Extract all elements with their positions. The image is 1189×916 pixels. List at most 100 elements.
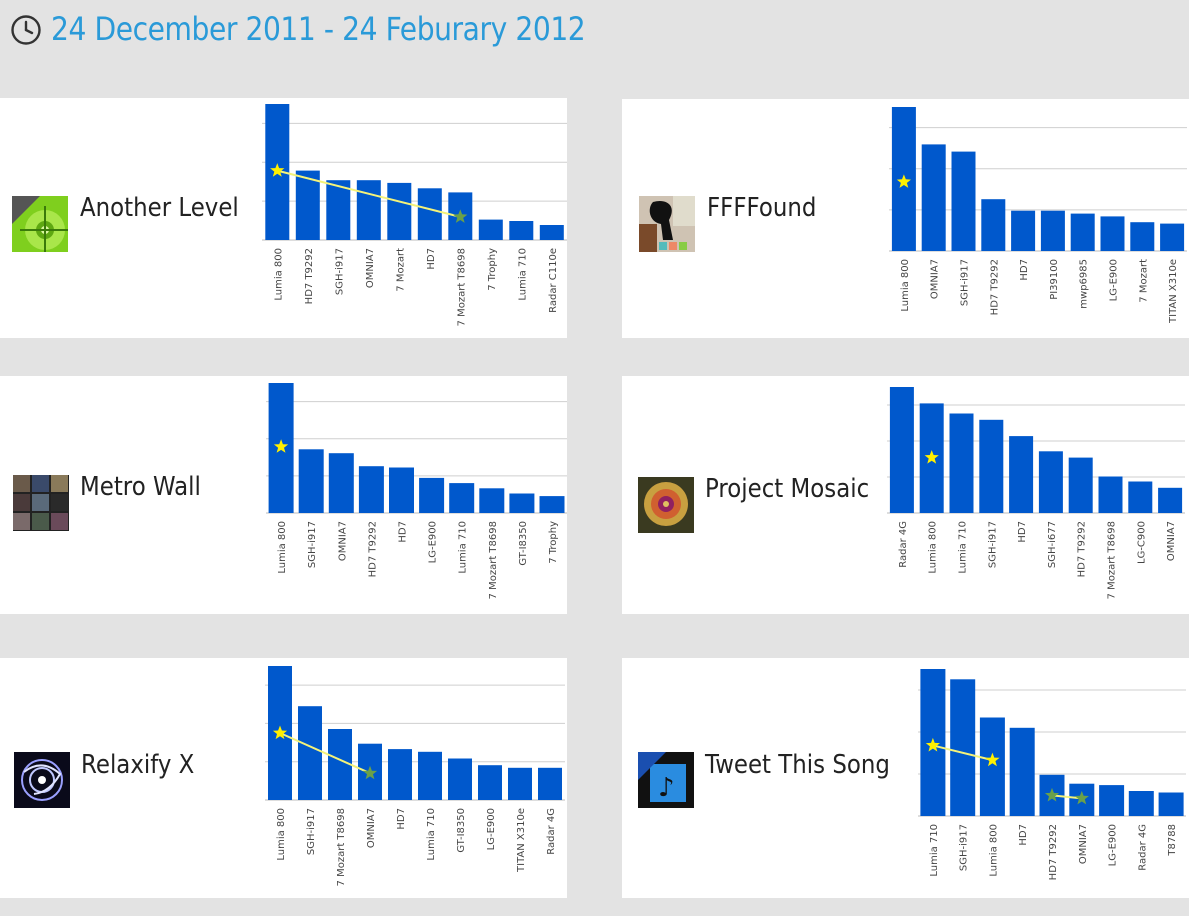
bar-chart: Lumia 800 SGH-i917 OMNIA7 HD7 T9292 HD7 LG-E9… [266, 383, 567, 599]
bar [418, 751, 442, 800]
bar [1011, 210, 1036, 251]
rank-star-marker [896, 174, 911, 188]
x-tick-label: 7 Mozart T8698 [456, 248, 467, 326]
x-tick-label: Lumia 710 [426, 808, 437, 861]
x-tick-label: SGH-i917 [960, 259, 971, 306]
app-name: Another Level [80, 193, 239, 223]
bar [981, 199, 1006, 251]
trend-line [1051, 794, 1082, 800]
bar [1098, 476, 1123, 513]
bar [479, 488, 505, 513]
bar [1128, 481, 1153, 513]
x-tick-label: OMNIA7 [930, 259, 941, 299]
x-tick-label: HD7 [1018, 824, 1029, 846]
x-tick-label: 7 Mozart T8698 [488, 521, 499, 599]
x-tick-label: Lumia 710 [929, 824, 940, 877]
x-tick-label: Radar 4G [546, 808, 557, 855]
x-tick-label: PI39100 [1049, 259, 1060, 300]
trend-line [932, 744, 993, 762]
bar [951, 151, 976, 251]
bar [1009, 727, 1035, 816]
x-tick-label: TITAN X310e [516, 808, 527, 873]
bar [509, 493, 535, 513]
x-tick-label: LG-E900 [486, 808, 497, 850]
bar [509, 221, 534, 240]
x-tick-label: 7 Mozart [395, 248, 406, 292]
x-tick-label: Lumia 800 [900, 259, 911, 312]
bar [388, 749, 412, 800]
bar [1160, 223, 1185, 251]
x-tick-label: SGH-i917 [306, 808, 317, 855]
rank-star-marker [985, 752, 1000, 767]
x-tick-label: LG-E900 [1109, 259, 1120, 301]
bar [298, 449, 324, 513]
bar [979, 717, 1005, 816]
x-tick-label: 7 Mozart [1138, 259, 1149, 303]
x-tick-label: HD7 T9292 [367, 521, 378, 577]
x-tick-label: TITAN X310e [1168, 259, 1179, 324]
app-name: FFFFound [707, 193, 817, 223]
x-tick-label: SGH-i917 [987, 521, 998, 568]
bar [1158, 792, 1184, 816]
x-tick-label: HD7 [1017, 521, 1028, 543]
app-chart-card [622, 658, 1189, 898]
app-name: Metro Wall [80, 472, 201, 502]
x-tick-label: LG-E900 [428, 521, 439, 563]
bar [889, 387, 914, 513]
bar [1158, 487, 1183, 513]
music-note-free-icon: ♪ [638, 752, 694, 808]
rank-star-marker [924, 450, 939, 464]
rank-star-marker [273, 439, 289, 453]
app-name: Relaxify X [81, 750, 195, 780]
svg-text:♪: ♪ [658, 773, 675, 803]
app-name: Project Mosaic [705, 474, 870, 504]
bar [950, 679, 976, 816]
x-tick-label: GT-I8350 [456, 808, 467, 853]
bar [448, 758, 472, 800]
spirit-level-free-icon [12, 196, 68, 252]
x-tick-label: Lumia 800 [928, 521, 939, 574]
bar [538, 767, 562, 800]
x-tick-label: SGH-i917 [307, 521, 318, 568]
x-tick-label: HD7 T9292 [1077, 521, 1088, 577]
x-tick-label: 7 Trophy [487, 248, 498, 291]
x-tick-label: HD7 [426, 248, 437, 270]
bar-chart: Lumia 800 SGH-i917 7 Mozart T8698 OMNIA7 HD7… [265, 666, 565, 886]
x-tick-label: Lumia 710 [958, 521, 969, 574]
bar-chart: Lumia 800 OMNIA7 SGH-i917 HD7 T9292 HD7 PI391… [889, 107, 1187, 324]
metro-wall-collage-icon [13, 475, 69, 531]
x-tick-label: SGH-i917 [959, 824, 970, 871]
rank-star-marker [925, 737, 940, 752]
bar [419, 477, 445, 513]
bar [921, 144, 946, 251]
bar-chart: Lumia 710 SGH-i917 Lumia 800 HD7 HD7 T9292 OM… [918, 669, 1186, 880]
bar [1070, 213, 1095, 251]
bar [539, 225, 564, 240]
bar [539, 496, 565, 513]
x-tick-label: OMNIA7 [366, 808, 377, 848]
x-tick-label: 7 Mozart T8698 [336, 808, 347, 886]
x-tick-label: Radar C110e [548, 248, 559, 313]
x-tick-label: OMNIA7 [1166, 521, 1177, 561]
trend-line [277, 169, 461, 218]
x-tick-label: Lumia 800 [273, 248, 284, 301]
bar [478, 219, 503, 240]
bar [1040, 210, 1065, 251]
bar [449, 483, 475, 513]
bar [1130, 222, 1155, 251]
bar [358, 466, 384, 513]
bar [508, 767, 532, 800]
ffffound-photo-icon [639, 196, 695, 252]
header: 24 December 2011 - 24 Feburary 2012 [0, 0, 1189, 66]
x-tick-label: Lumia 800 [988, 824, 999, 877]
bar [949, 413, 974, 513]
bar [1009, 436, 1034, 513]
bar-chart: Lumia 800 HD7 T9292 SGH-i917 OMNIA7 7 Mozart… [262, 104, 567, 326]
bar [298, 706, 322, 800]
app-name: Tweet This Song [705, 750, 890, 780]
x-tick-label: GT-I8350 [518, 521, 529, 566]
x-tick-label: LG-E900 [1108, 824, 1119, 866]
x-tick-label: Lumia 800 [277, 521, 288, 574]
x-tick-label: HD7 T9292 [989, 259, 1000, 315]
x-tick-label: OMNIA7 [1078, 824, 1089, 864]
